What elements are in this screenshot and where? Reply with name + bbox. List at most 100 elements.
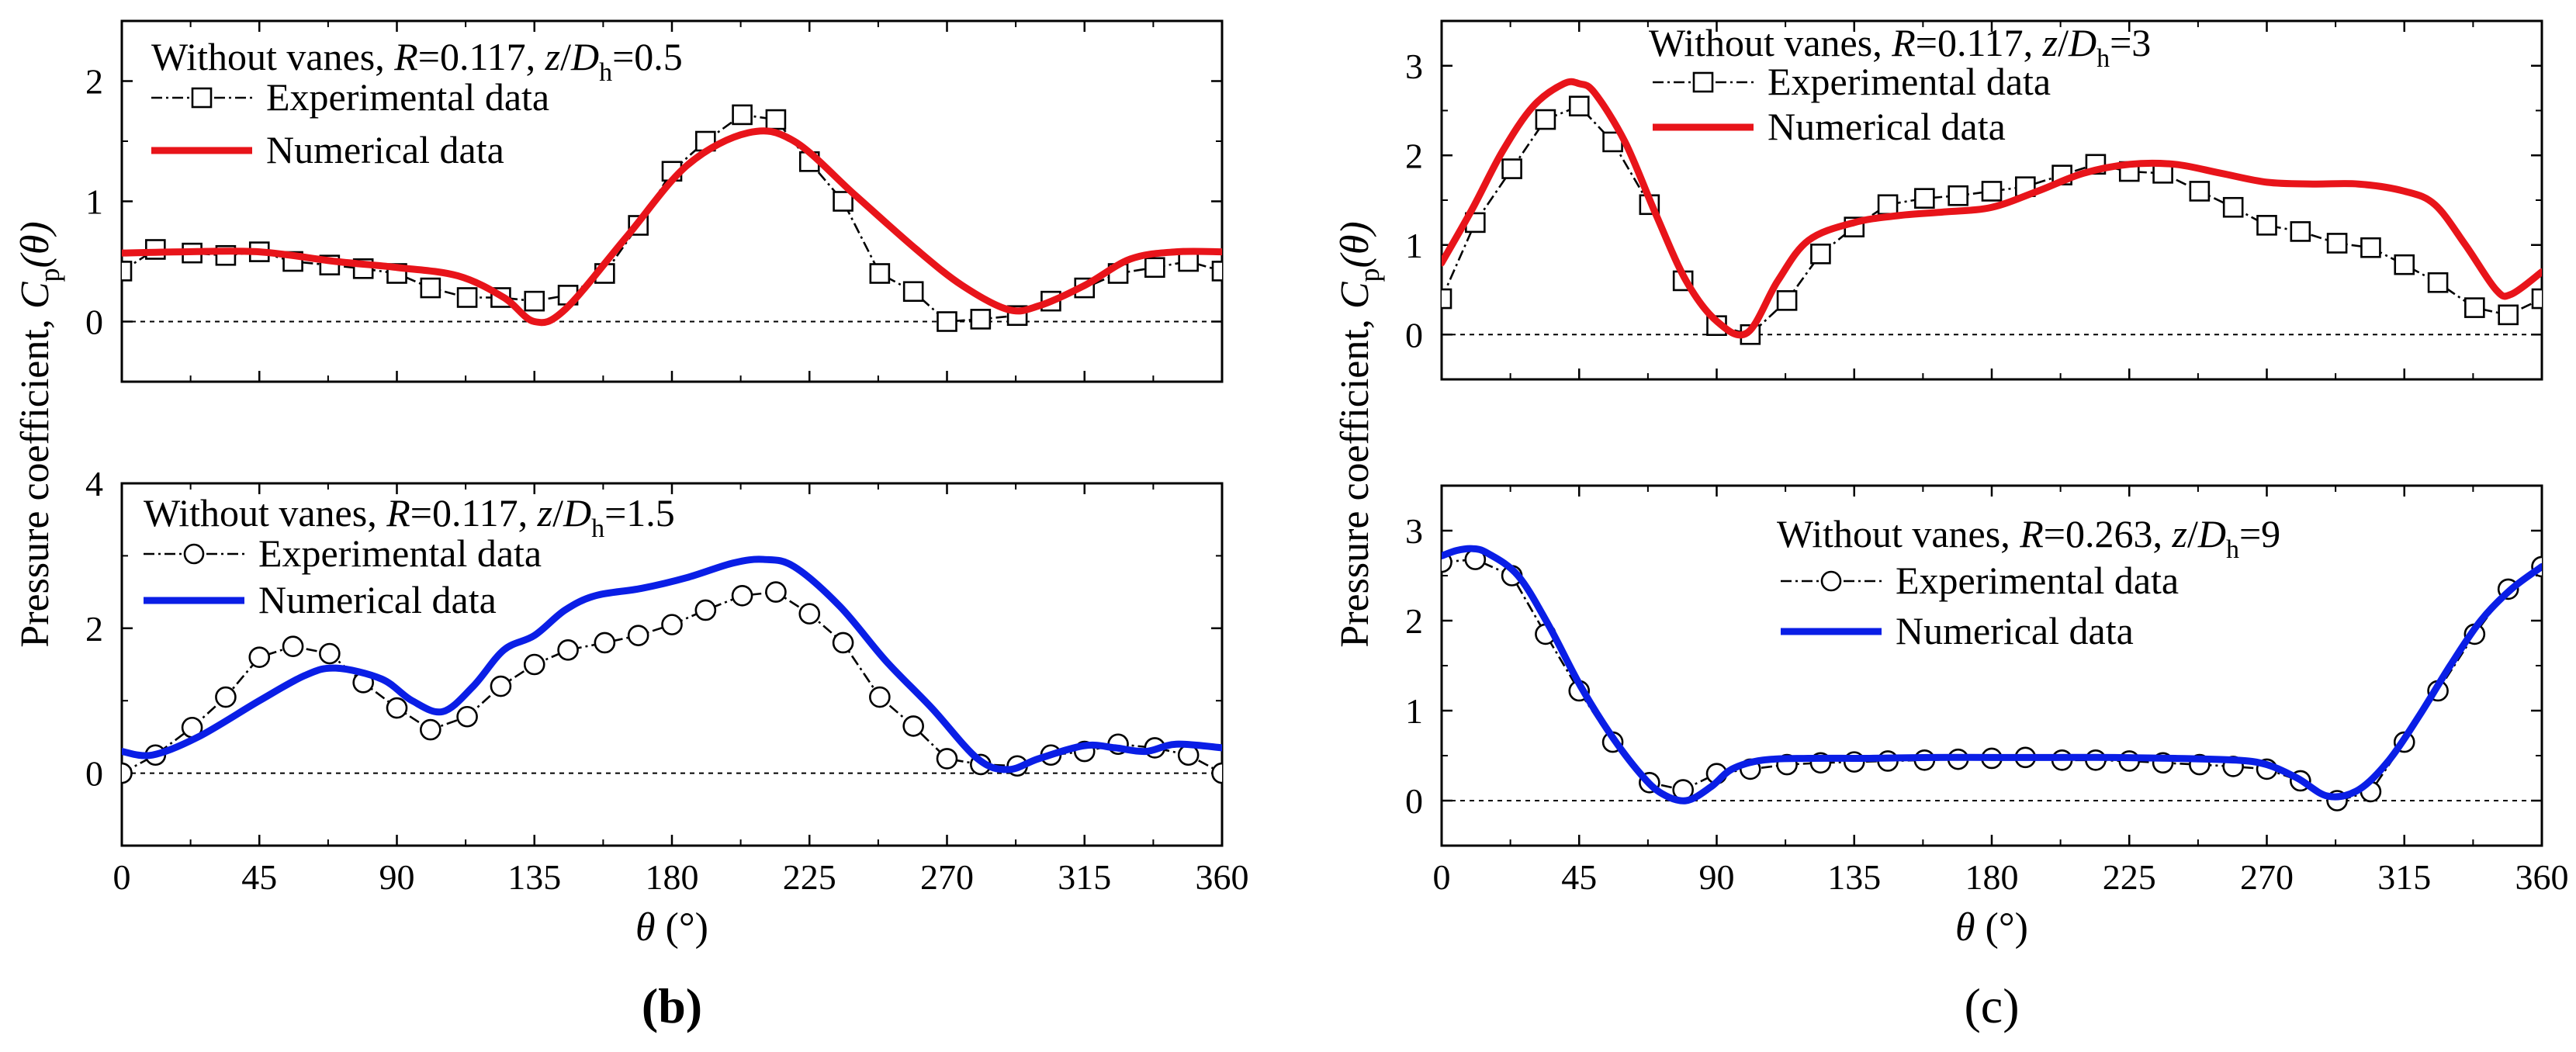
legend-experimental-marker bbox=[191, 87, 213, 109]
experimental-data-point bbox=[1211, 762, 1222, 784]
x-tick-label: 90 bbox=[379, 857, 415, 897]
experimental-data-point bbox=[936, 748, 958, 770]
experimental-data-point bbox=[1877, 194, 1899, 216]
experimental-data-point bbox=[1144, 257, 1165, 279]
y-axis-label-text: Pressure coefficient, bbox=[1333, 309, 1377, 648]
y-tick-label: 2 bbox=[85, 62, 103, 102]
numerical-series-line bbox=[122, 555, 1222, 773]
title-symbol-D: D bbox=[2068, 21, 2096, 64]
plot-area bbox=[122, 104, 1222, 332]
y-axis-label-symbol: C bbox=[13, 281, 57, 309]
x-tick-label: 360 bbox=[1196, 857, 1249, 897]
title-symbol-R: R bbox=[1891, 21, 1916, 64]
title-subscript-h: h bbox=[599, 58, 612, 87]
panel-condition-title: Without vanes, R=0.117, z/Dh=0.5 bbox=[151, 35, 683, 87]
x-axis-label-b: θ (°) bbox=[635, 905, 708, 950]
experimental-data-point bbox=[902, 281, 924, 303]
y-axis-label-c: Pressure coefficient, Cp(θ) bbox=[1333, 221, 1385, 647]
panel-condition-title: Without vanes, R=0.117, z/Dh=3 bbox=[1649, 21, 2151, 73]
experimental-data-point bbox=[2427, 272, 2449, 293]
legend-numerical-label: Numerical data bbox=[266, 128, 504, 171]
x-tick-label: 360 bbox=[2515, 857, 2569, 897]
x-tick-label: 180 bbox=[1965, 857, 2019, 897]
plot-area bbox=[1442, 545, 2542, 811]
experimental-data-point bbox=[319, 642, 341, 665]
x-axis-label-symbol: θ bbox=[635, 905, 656, 950]
experimental-data-point bbox=[1535, 109, 1556, 130]
experimental-data-point bbox=[2531, 288, 2542, 310]
title-text: =0.5 bbox=[612, 35, 683, 78]
legend-experimental-marker bbox=[183, 543, 205, 565]
experimental-data-point bbox=[1810, 243, 1831, 265]
x-axis-label-symbol: θ bbox=[1955, 905, 1975, 950]
numerical-series-line bbox=[1442, 545, 2542, 805]
experimental-data-point bbox=[732, 104, 753, 126]
experimental-data-point bbox=[937, 311, 957, 332]
experimental-data-point bbox=[1776, 290, 1798, 311]
x-tick-label: 135 bbox=[1827, 857, 1881, 897]
title-text: / bbox=[560, 35, 571, 78]
panel-label-c: (c) bbox=[1964, 978, 2019, 1033]
experimental-data-point bbox=[661, 614, 683, 635]
legend-experimental-label: Experimental data bbox=[1768, 60, 2051, 103]
title-text: / bbox=[2058, 21, 2069, 64]
y-axis-label-text: Pressure coefficient, bbox=[13, 309, 57, 648]
y-tick-label: 1 bbox=[1405, 226, 1423, 265]
y-axis-label-b: Pressure coefficient, Cp(θ) bbox=[13, 221, 65, 647]
y-axis-label-subscript: p bbox=[1354, 268, 1385, 282]
x-tick-label: 0 bbox=[113, 857, 131, 897]
title-symbol-z: z bbox=[2171, 512, 2186, 555]
chart-b-bottom: 0 45 90 135 180 225 270 315 360 0 2 4 Without vanes,… bbox=[85, 464, 1249, 897]
y-tick-label: 1 bbox=[85, 182, 103, 222]
experimental-data-point bbox=[2360, 237, 2381, 258]
experimental-data-point bbox=[765, 109, 787, 130]
panel-condition-title: Without vanes, R=0.263, z/Dh=9 bbox=[1777, 512, 2280, 564]
legend-numerical-label: Numerical data bbox=[258, 578, 497, 621]
plot-area bbox=[1442, 78, 2542, 345]
experimental-data-point bbox=[869, 263, 891, 284]
x-tick-label: 225 bbox=[783, 857, 836, 897]
experimental-data-point bbox=[2464, 297, 2485, 318]
numerical-series-line bbox=[1442, 78, 2542, 339]
title-text: / bbox=[552, 491, 563, 535]
experimental-data-point bbox=[1948, 185, 1968, 206]
title-symbol-D: D bbox=[2197, 512, 2226, 555]
experimental-data-point bbox=[833, 191, 853, 212]
experimental-data-point bbox=[523, 653, 545, 676]
y-tick-label: 2 bbox=[1405, 136, 1423, 175]
experimental-data-point bbox=[694, 599, 717, 621]
plot-area bbox=[122, 555, 1222, 784]
experimental-data-point bbox=[902, 715, 924, 737]
y-tick-label: 1 bbox=[1405, 691, 1423, 731]
y-tick-label: 3 bbox=[1405, 511, 1423, 551]
title-text: =3 bbox=[2110, 21, 2151, 64]
x-tick-label: 315 bbox=[1058, 857, 1111, 897]
title-symbol-D: D bbox=[570, 35, 599, 78]
title-symbol-z: z bbox=[2042, 21, 2058, 64]
title-text: =0.117, bbox=[418, 35, 545, 78]
experimental-data-point bbox=[1211, 261, 1222, 282]
numerical-series-line bbox=[122, 127, 1222, 327]
title-symbol-R: R bbox=[386, 491, 410, 535]
y-tick-label: 0 bbox=[85, 303, 103, 342]
title-text: =0.117, bbox=[1916, 21, 2043, 64]
experimental-data-point bbox=[1981, 181, 2003, 202]
experimental-data-point bbox=[627, 625, 649, 646]
title-subscript-h: h bbox=[591, 514, 604, 543]
experimental-data-point bbox=[420, 718, 441, 741]
title-subscript-h: h bbox=[2226, 535, 2239, 564]
experimental-data-point bbox=[832, 632, 854, 654]
experimental-data-point bbox=[282, 635, 304, 657]
experimental-data-point bbox=[490, 675, 512, 697]
legend-numerical-label: Numerical data bbox=[1896, 609, 2134, 652]
title-symbol-D: D bbox=[563, 491, 591, 535]
experimental-data-point bbox=[594, 632, 616, 654]
y-axis-label-argument: (θ) bbox=[1333, 221, 1377, 268]
experimental-data-point bbox=[420, 277, 441, 299]
x-tick-label: 270 bbox=[2240, 857, 2294, 897]
x-axis-label-unit: (°) bbox=[656, 905, 708, 950]
x-tick-label: 45 bbox=[1561, 857, 1597, 897]
